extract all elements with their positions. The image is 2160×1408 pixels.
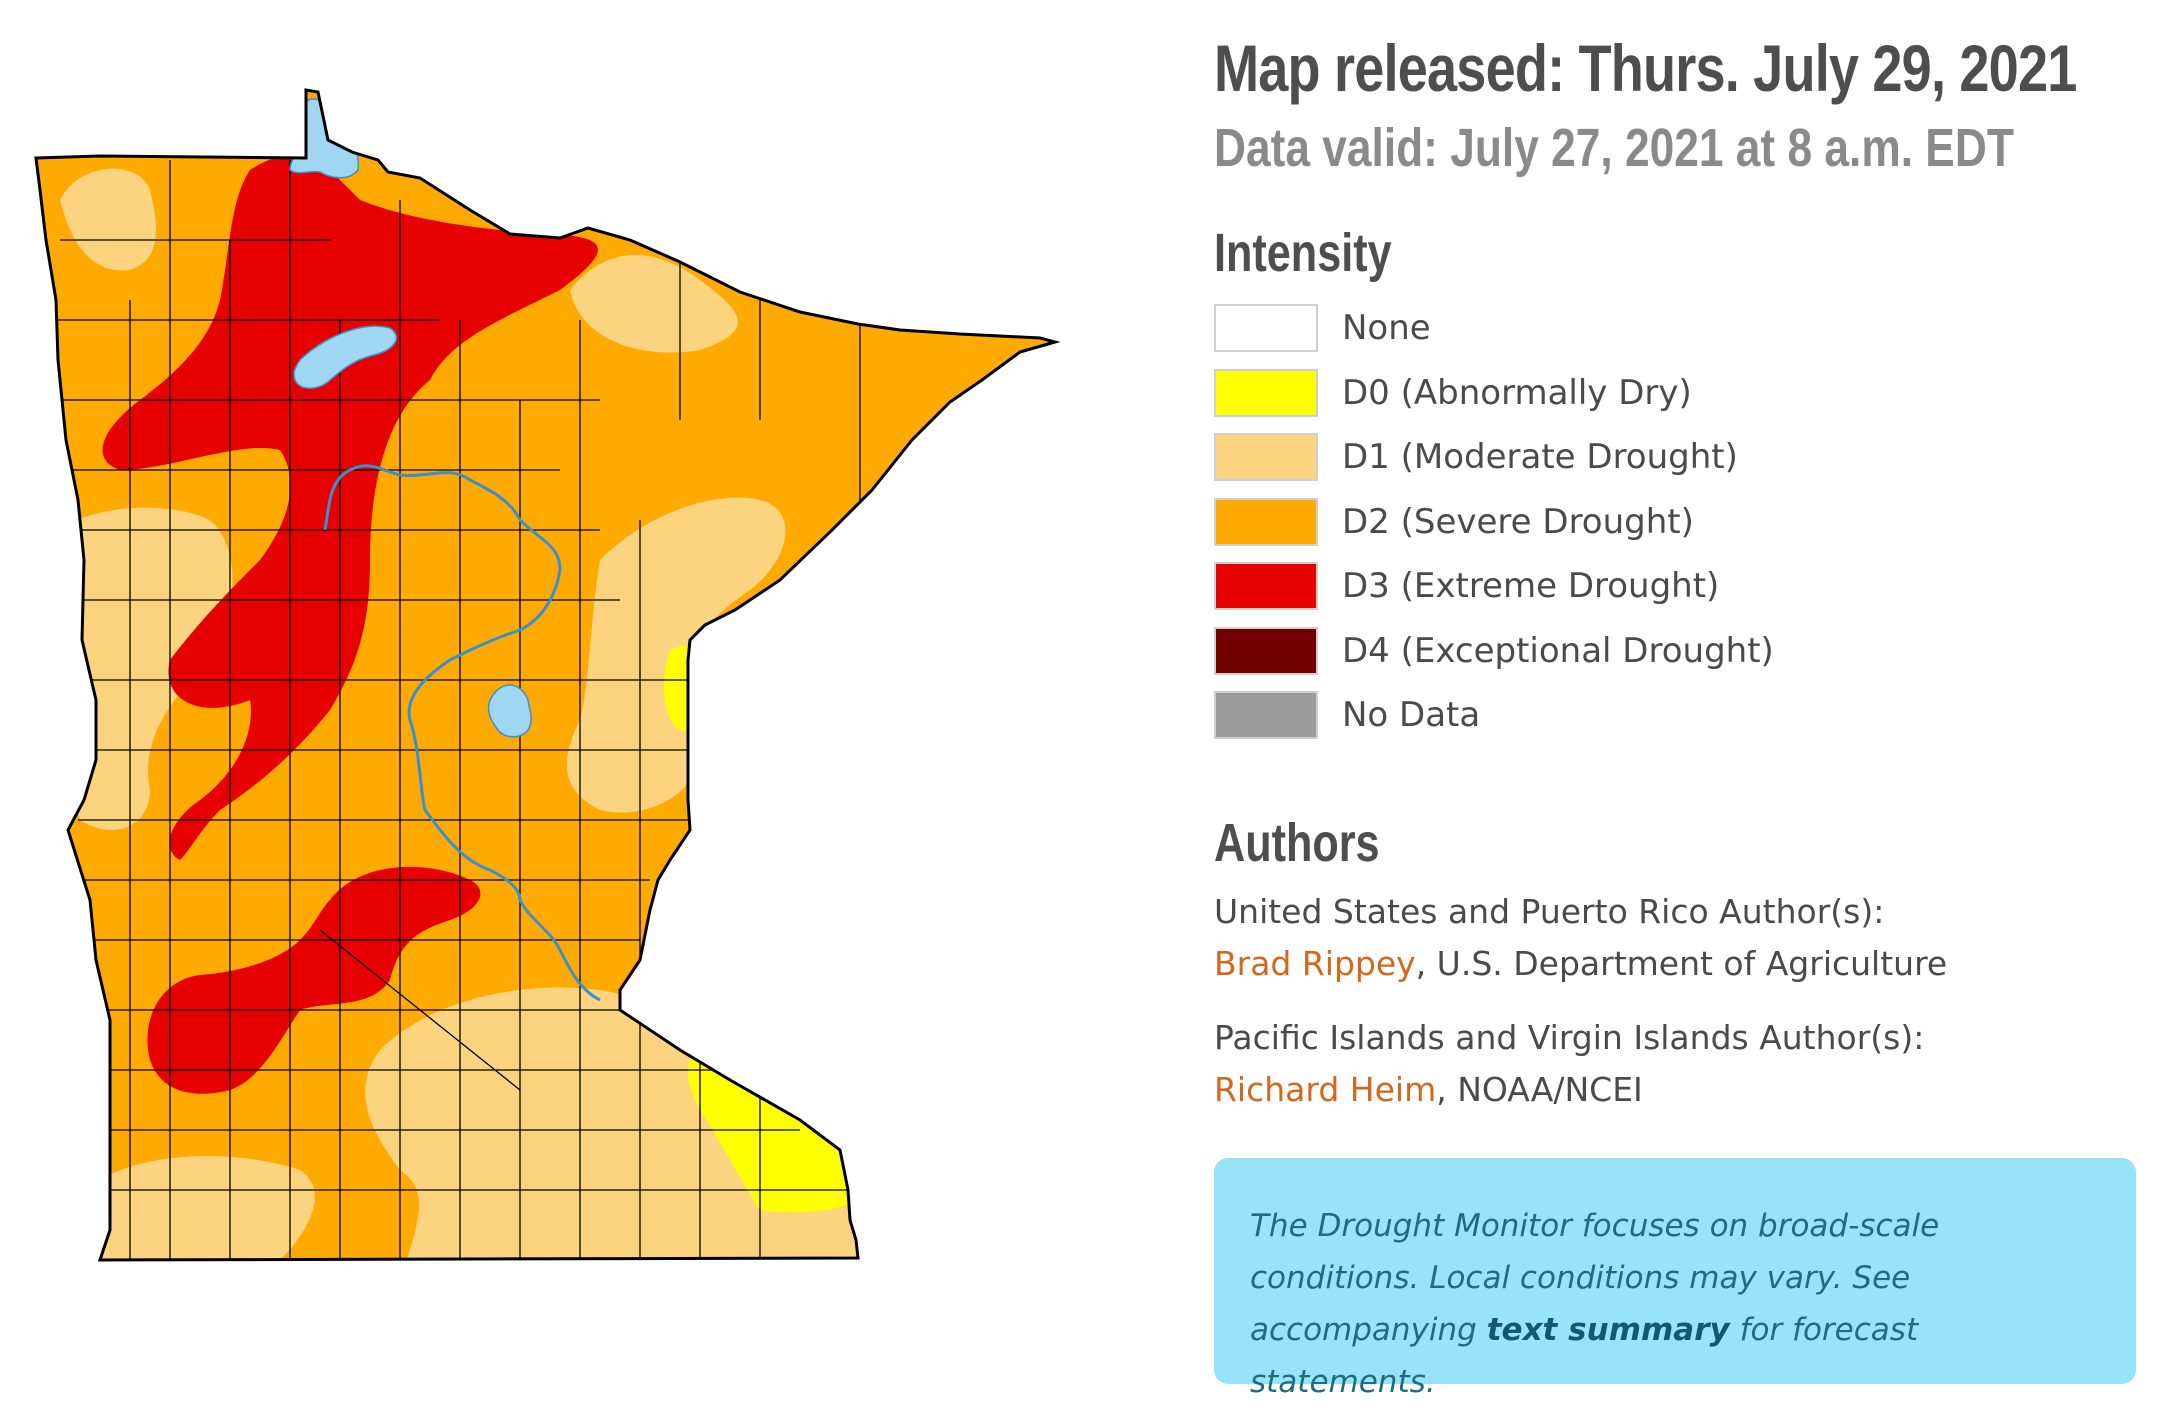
legend-label-none: None xyxy=(1342,308,1431,349)
drought-regions xyxy=(36,90,1055,1260)
legend-label-d4: D4 (Exceptional Drought) xyxy=(1342,630,1774,671)
pi-author-link[interactable]: Richard Heim xyxy=(1214,1070,1437,1109)
data-valid-date: Data valid: July 27, 2021 at 8 a.m. EDT xyxy=(1214,118,2014,178)
us-author-org: , U.S. Department of Agriculture xyxy=(1415,944,1948,983)
legend-label-d1: D1 (Moderate Drought) xyxy=(1342,437,1738,478)
legend-title: Intensity xyxy=(1214,223,1392,283)
note-text-part-1: The Drought Monitor focuses on broad-sca… xyxy=(1250,1208,1940,1348)
lake-of-the-woods xyxy=(289,98,359,179)
minnesota-drought-map xyxy=(34,88,1057,1262)
d1-northwest-region xyxy=(60,168,156,271)
legend-item-d4: D4 (Exceptional Drought) xyxy=(1214,619,2134,684)
authors-section: Authors United States and Puerto Rico Au… xyxy=(1214,810,2134,1116)
intensity-legend: None D0 (Abnormally Dry) D1 (Moderate Dr… xyxy=(1214,296,2134,748)
legend-swatch-no-data xyxy=(1214,691,1318,740)
legend-item-d0: D0 (Abnormally Dry) xyxy=(1214,361,2134,426)
note-text-part-2: for forecast statements. xyxy=(1250,1312,1919,1400)
note-text: The Drought Monitor focuses on broad-sca… xyxy=(1250,1200,2100,1408)
pi-authors-label: Pacific Islands and Virgin Islands Autho… xyxy=(1214,1018,1925,1057)
legend-swatch-d0 xyxy=(1214,368,1318,417)
county-boundaries xyxy=(56,160,861,1260)
legend-swatch-d2 xyxy=(1214,497,1318,546)
d0-southeast-region xyxy=(687,1051,858,1213)
note-box: The Drought Monitor focuses on broad-sca… xyxy=(1214,1158,2136,1400)
legend-swatch-d1 xyxy=(1214,433,1318,482)
map-release-date: Map released: Thurs. July 29, 2021 xyxy=(1214,31,2077,105)
legend-label-d2: D2 (Severe Drought) xyxy=(1342,501,1694,542)
us-author-link[interactable]: Brad Rippey xyxy=(1214,944,1416,983)
legend-label-d3: D3 (Extreme Drought) xyxy=(1342,566,1720,607)
us-authors-label: United States and Puerto Rico Author(s): xyxy=(1214,892,1885,931)
legend-item-d2: D2 (Severe Drought) xyxy=(1214,490,2134,555)
us-author-entry: Brad Rippey, U.S. Department of Agricult… xyxy=(1214,938,2134,990)
legend-item-d1: D1 (Moderate Drought) xyxy=(1214,425,2134,490)
d3-southwest-region xyxy=(150,1019,253,1093)
text-summary-link[interactable]: text summary xyxy=(1486,1312,1730,1348)
legend-label-d0: D0 (Abnormally Dry) xyxy=(1342,372,1692,413)
legend-swatch-d4 xyxy=(1214,626,1318,675)
d3-north-region xyxy=(102,155,598,860)
info-panel: Map released: Thurs. July 29, 2021 Data … xyxy=(1214,28,2134,748)
mille-lacs-lake xyxy=(487,684,532,738)
legend-item-none: None xyxy=(1214,296,2134,361)
d1-southwest-region xyxy=(100,1156,315,1260)
d1-arrowhead-region xyxy=(570,255,738,353)
pi-author-entry: Richard Heim, NOAA/NCEI xyxy=(1214,1064,2134,1116)
legend-item-d3: D3 (Extreme Drought) xyxy=(1214,554,2134,619)
authors-title: Authors xyxy=(1214,813,1380,873)
legend-swatch-d3 xyxy=(1214,562,1318,611)
legend-swatch-none xyxy=(1214,304,1318,353)
drought-map xyxy=(34,88,1057,1262)
pi-author-org: , NOAA/NCEI xyxy=(1436,1070,1643,1109)
red-lake xyxy=(293,325,398,389)
legend-label-no-data: No Data xyxy=(1342,695,1481,736)
mississippi-river xyxy=(323,464,601,1002)
legend-item-no-data: No Data xyxy=(1214,683,2134,748)
